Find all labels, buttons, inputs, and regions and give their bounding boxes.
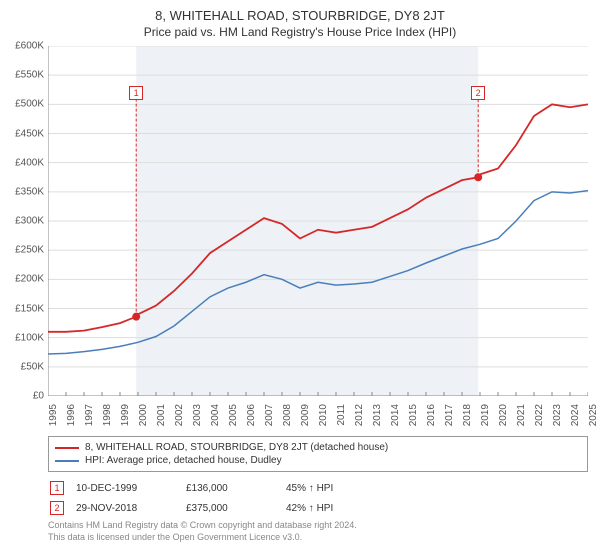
y-axis-label: £400K (0, 157, 44, 168)
x-axis-label: 1998 (102, 404, 113, 434)
x-axis-label: 1997 (84, 404, 95, 434)
legend-row: 8, WHITEHALL ROAD, STOURBRIDGE, DY8 2JT … (55, 441, 581, 454)
x-axis-label: 2002 (174, 404, 185, 434)
x-axis-label: 2014 (390, 404, 401, 434)
x-axis-label: 1999 (120, 404, 131, 434)
y-axis-label: £150K (0, 303, 44, 314)
x-axis-label: 2023 (552, 404, 563, 434)
chart-marker-box: 1 (129, 86, 143, 100)
chart-footer: Contains HM Land Registry data © Crown c… (48, 520, 588, 543)
x-axis-label: 2016 (426, 404, 437, 434)
x-axis-label: 2018 (462, 404, 473, 434)
x-axis-label: 1995 (48, 404, 59, 434)
x-axis-label: 2012 (354, 404, 365, 434)
legend-swatch (55, 460, 79, 462)
chart-legend: 8, WHITEHALL ROAD, STOURBRIDGE, DY8 2JT … (48, 436, 588, 472)
chart-marker-box: 2 (471, 86, 485, 100)
chart-title: 8, WHITEHALL ROAD, STOURBRIDGE, DY8 2JT (0, 0, 600, 23)
sale-marker-box: 1 (50, 481, 64, 495)
legend-label: HPI: Average price, detached house, Dudl… (85, 455, 282, 466)
x-axis-label: 2001 (156, 404, 167, 434)
y-axis-label: £0 (0, 391, 44, 402)
chart-subtitle: Price paid vs. HM Land Registry's House … (0, 23, 600, 45)
x-axis-label: 2025 (588, 404, 599, 434)
legend-swatch (55, 447, 79, 449)
legend-row: HPI: Average price, detached house, Dudl… (55, 454, 581, 467)
y-axis-label: £450K (0, 128, 44, 139)
sale-marker-box: 2 (50, 501, 64, 515)
y-axis-label: £50K (0, 361, 44, 372)
y-axis-label: £500K (0, 99, 44, 110)
x-axis-label: 2000 (138, 404, 149, 434)
legend-label: 8, WHITEHALL ROAD, STOURBRIDGE, DY8 2JT … (85, 442, 388, 453)
x-axis-label: 2011 (336, 404, 347, 434)
sale-row: 2 29-NOV-2018£375,00042% ↑ HPI (48, 498, 588, 518)
x-axis-label: 2007 (264, 404, 275, 434)
x-axis-label: 2021 (516, 404, 527, 434)
sale-date: 29-NOV-2018 (76, 503, 186, 514)
x-axis-label: 1996 (66, 404, 77, 434)
sale-date: 10-DEC-1999 (76, 483, 186, 494)
x-axis-label: 2009 (300, 404, 311, 434)
y-axis-label: £550K (0, 70, 44, 81)
sale-row: 1 10-DEC-1999£136,00045% ↑ HPI (48, 478, 588, 498)
x-axis-label: 2017 (444, 404, 455, 434)
chart-plot-area: £0£50K£100K£150K£200K£250K£300K£350K£400… (48, 46, 588, 396)
sale-price: £136,000 (186, 483, 286, 494)
sale-price: £375,000 (186, 503, 286, 514)
x-axis-label: 2013 (372, 404, 383, 434)
x-axis-label: 2008 (282, 404, 293, 434)
sale-pct: 42% ↑ HPI (286, 503, 386, 514)
y-axis-label: £100K (0, 332, 44, 343)
sales-table: 1 10-DEC-1999£136,00045% ↑ HPI 2 29-NOV-201… (48, 478, 588, 518)
sale-pct: 45% ↑ HPI (286, 483, 386, 494)
y-axis-label: £200K (0, 274, 44, 285)
y-axis-label: £250K (0, 245, 44, 256)
x-axis-label: 2015 (408, 404, 419, 434)
x-axis-label: 2006 (246, 404, 257, 434)
x-axis-label: 2004 (210, 404, 221, 434)
footer-line-2: This data is licensed under the Open Gov… (48, 532, 588, 544)
chart-container: 8, WHITEHALL ROAD, STOURBRIDGE, DY8 2JT … (0, 0, 600, 560)
footer-line-1: Contains HM Land Registry data © Crown c… (48, 520, 588, 532)
x-axis-label: 2005 (228, 404, 239, 434)
y-axis-label: £600K (0, 41, 44, 52)
x-axis-label: 2019 (480, 404, 491, 434)
x-axis-label: 2020 (498, 404, 509, 434)
y-axis-label: £300K (0, 216, 44, 227)
x-axis-label: 2010 (318, 404, 329, 434)
x-axis-label: 2003 (192, 404, 203, 434)
x-axis-label: 2024 (570, 404, 581, 434)
y-axis-label: £350K (0, 186, 44, 197)
x-axis-label: 2022 (534, 404, 545, 434)
